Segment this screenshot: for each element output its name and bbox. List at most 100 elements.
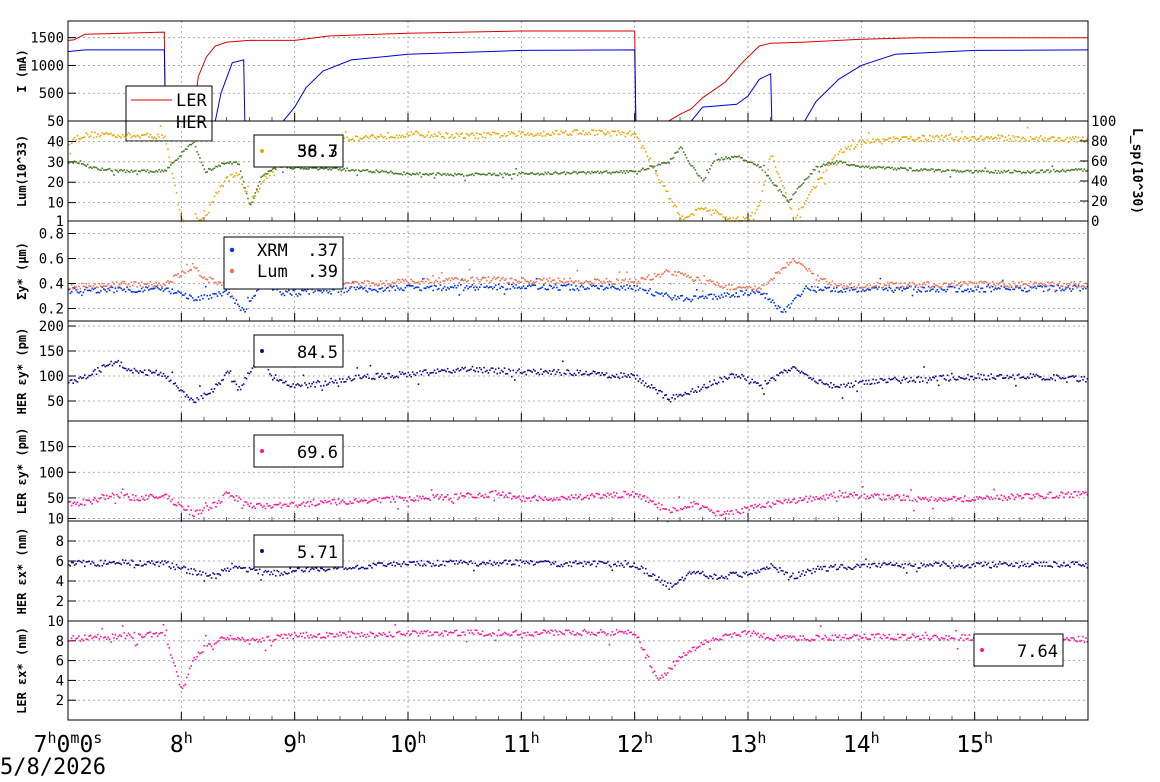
- series-line-ler: [67, 30, 1088, 122]
- data-point: [1063, 170, 1065, 172]
- data-point: [390, 283, 392, 286]
- data-point: [738, 286, 740, 288]
- data-point: [353, 567, 356, 569]
- data-point: [323, 168, 325, 170]
- data-point: [441, 289, 443, 292]
- data-point: [972, 290, 975, 292]
- data-point: [228, 492, 230, 494]
- data-point: [780, 310, 783, 313]
- data-point: [649, 157, 651, 160]
- data-point: [837, 291, 839, 293]
- data-point: [133, 291, 136, 293]
- data-point: [537, 499, 539, 502]
- data-point: [69, 161, 72, 163]
- data-point: [524, 562, 526, 565]
- data-point: [81, 503, 83, 506]
- data-point: [757, 287, 759, 290]
- data-point: [710, 164, 713, 167]
- data-point: [470, 133, 472, 135]
- data-point: [299, 167, 302, 170]
- data-point: [713, 212, 716, 215]
- data-point: [511, 131, 513, 133]
- data-point: [174, 504, 176, 506]
- data-point: [607, 131, 609, 133]
- data-point: [1053, 168, 1055, 171]
- data-point: [172, 292, 175, 295]
- data-point: [961, 290, 963, 293]
- data-point: [132, 560, 134, 563]
- data-point: [779, 500, 781, 503]
- data-point: [738, 295, 740, 298]
- data-point: [312, 291, 315, 294]
- data-point: [554, 129, 557, 132]
- data-point: [559, 289, 561, 291]
- data-point: [940, 497, 943, 500]
- data-point: [400, 565, 402, 568]
- data-point: [682, 151, 685, 153]
- data-point: [462, 560, 465, 563]
- data-point: [850, 382, 853, 385]
- data-point: [394, 565, 396, 567]
- data-point: [570, 280, 573, 282]
- data-point: [461, 562, 463, 564]
- data-point: [432, 275, 434, 277]
- data-point: [636, 173, 638, 175]
- data-point: [139, 136, 141, 139]
- data-point: [330, 293, 332, 295]
- data-point: [666, 190, 669, 193]
- data-point: [464, 366, 466, 369]
- data-point: [497, 564, 500, 567]
- data-point: [682, 394, 685, 396]
- data-point: [154, 287, 156, 290]
- data-point: [856, 494, 858, 496]
- data-point: [703, 506, 705, 508]
- data-point: [585, 563, 587, 565]
- data-point: [935, 135, 937, 138]
- data-point: [806, 501, 809, 503]
- data-point: [726, 157, 729, 160]
- data-point: [468, 369, 471, 371]
- data-point: [521, 500, 523, 502]
- data-point: [443, 285, 446, 288]
- data-point: [417, 499, 420, 502]
- data-point: [844, 385, 847, 388]
- data-point: [331, 499, 334, 501]
- data-point: [666, 294, 669, 296]
- data-point: [623, 132, 625, 134]
- data-point: [1013, 282, 1016, 285]
- data-point: [136, 173, 139, 176]
- data-point: [381, 135, 383, 138]
- data-point: [860, 494, 863, 497]
- data-point: [994, 287, 997, 289]
- data-point: [349, 287, 351, 290]
- data-point: [117, 562, 120, 564]
- data-point: [384, 497, 386, 500]
- data-point: [257, 288, 259, 291]
- data-point: [340, 169, 343, 172]
- data-point: [693, 391, 695, 393]
- data-point: [1010, 285, 1013, 288]
- data-point: [417, 383, 420, 385]
- y-tick-label: 10: [47, 196, 64, 212]
- data-point: [162, 137, 165, 139]
- data-point: [398, 173, 401, 175]
- data-point: [114, 136, 117, 138]
- data-point: [127, 283, 130, 286]
- data-point: [423, 498, 426, 500]
- data-point: [267, 170, 270, 173]
- data-point: [881, 286, 883, 289]
- data-point: [1064, 493, 1067, 495]
- data-point: [744, 292, 746, 294]
- data-point: [672, 156, 675, 159]
- data-point: [986, 170, 988, 173]
- data-point: [293, 570, 296, 572]
- data-point: [119, 135, 121, 138]
- data-point: [835, 164, 838, 166]
- data-point: [257, 185, 259, 187]
- data-point: [513, 173, 516, 175]
- data-point: [174, 292, 176, 294]
- data-point: [583, 496, 586, 499]
- data-point: [205, 572, 207, 575]
- data-point: [879, 277, 882, 280]
- data-point: [392, 498, 395, 501]
